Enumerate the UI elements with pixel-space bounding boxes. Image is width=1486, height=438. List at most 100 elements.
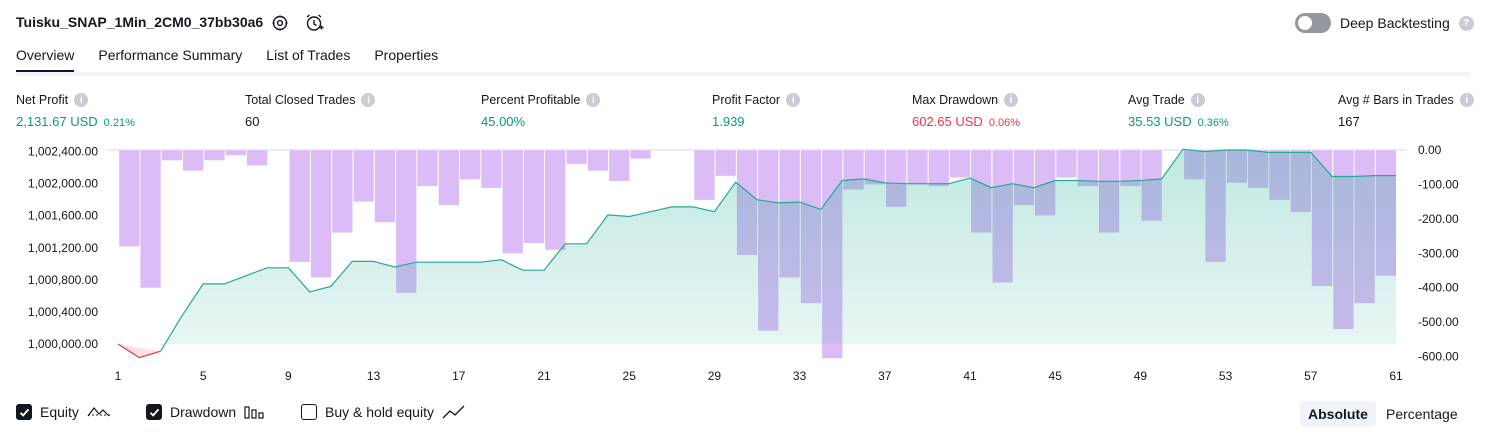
drawdown-bar [949, 150, 971, 178]
drawdown-bar [353, 150, 374, 202]
x-axis-tick: 41 [963, 369, 977, 383]
tab-list-of-trades[interactable]: List of Trades [266, 47, 351, 63]
right-axis-tick: -400.00 [1418, 281, 1459, 295]
metric-max-drawdown: Max Drawdown i 602.65 USD 0.06% [912, 93, 1020, 129]
buy-hold-label: Buy & hold equity [325, 404, 434, 420]
equity-checkbox[interactable] [16, 404, 32, 420]
drawdown-bar [247, 150, 268, 166]
equity-loss-line [117, 343, 161, 359]
x-axis-tick: 33 [793, 369, 807, 383]
drawdown-bar [630, 150, 651, 159]
metric-label: Max Drawdown [912, 93, 999, 107]
right-axis-tick: -200.00 [1418, 212, 1459, 226]
drawdown-bar [566, 150, 587, 164]
legend-buy-hold-equity[interactable]: Buy & hold equity [301, 404, 466, 420]
metric-value: 167 [1338, 114, 1360, 129]
info-icon[interactable]: i [74, 93, 89, 107]
drawdown-bar [204, 150, 225, 161]
x-axis-labels: 1 5 9 13 17 21 25 29 33 37 41 45 49 53 57 61 [115, 369, 1403, 383]
x-axis-tick: 21 [537, 369, 551, 383]
x-axis-tick: 29 [708, 369, 722, 383]
metric-label: Net Profit [16, 93, 69, 107]
legend-equity[interactable]: Equity [16, 404, 111, 420]
x-axis-tick: 49 [1134, 369, 1148, 383]
drawdown-bar [417, 150, 438, 187]
drawdown-bar [609, 150, 630, 181]
metric-percent-profitable: Percent Profitable i 45.00% [481, 93, 601, 129]
drawdown-bar [545, 150, 566, 250]
right-axis-labels: 0.00 -100.00 -200.00 -300.00 -400.00 -500.00 -… [1418, 143, 1459, 364]
equity-label: Equity [40, 404, 79, 420]
legend-drawdown[interactable]: Drawdown [146, 404, 266, 420]
x-axis-tick: 9 [285, 369, 292, 383]
deep-backtesting-label: Deep Backtesting [1340, 15, 1450, 31]
x-axis-tick: 5 [200, 369, 207, 383]
x-axis-tick: 17 [452, 369, 466, 383]
drawdown-bar [140, 150, 161, 288]
info-icon[interactable]: i [1190, 93, 1205, 107]
metric-avg-trade: Avg Trade i 35.53 USD 0.36% [1128, 93, 1229, 129]
help-icon[interactable]: ? [1458, 15, 1474, 31]
metric-pct: 0.21% [103, 117, 135, 129]
metric-label: Avg Trade [1128, 93, 1185, 107]
metric-label: Percent Profitable [481, 93, 581, 107]
metric-value: 602.65 USD [912, 114, 983, 129]
info-icon[interactable]: i [361, 93, 376, 107]
right-axis-tick: -600.00 [1418, 350, 1459, 364]
metric-total-closed-trades: Total Closed Trades i 60 [245, 93, 376, 129]
absolute-button[interactable]: Absolute [1300, 401, 1376, 427]
x-axis-tick: 57 [1304, 369, 1318, 383]
drawdown-bar [715, 150, 736, 176]
drawdown-bar [374, 150, 396, 223]
drawdown-bar [1056, 150, 1077, 178]
x-axis-tick: 45 [1049, 369, 1063, 383]
equity-loss-area [118, 343, 161, 358]
right-axis-tick: 0.00 [1418, 143, 1442, 157]
drawdown-bar [694, 150, 715, 200]
info-icon[interactable]: i [1004, 93, 1019, 107]
info-icon[interactable]: i [786, 93, 801, 107]
metric-label: Avg # Bars in Trades [1338, 93, 1454, 107]
add-alert-clock-icon[interactable] [303, 12, 325, 34]
metric-label: Total Closed Trades [245, 93, 356, 107]
drawdown-bar [587, 150, 609, 171]
drawdown-bar [1120, 150, 1141, 187]
right-axis-tick: -300.00 [1418, 246, 1459, 260]
metric-label: Profit Factor [712, 93, 781, 107]
metric-pct: 0.36% [1197, 117, 1229, 129]
left-axis-tick: 1,001,600.00 [28, 209, 98, 223]
tab-performance-summary[interactable]: Performance Summary [98, 47, 243, 63]
drawdown-checkbox[interactable] [146, 404, 162, 420]
x-axis-tick: 53 [1219, 369, 1233, 383]
metric-pct: 0.06% [988, 117, 1021, 129]
drawdown-bars-icon [244, 406, 264, 419]
buy-hold-checkbox[interactable] [301, 404, 317, 420]
equity-series [117, 148, 1397, 359]
metric-net-profit: Net Profit i 2,131.67 USD 0.21% [16, 93, 135, 129]
settings-gear-icon[interactable] [269, 12, 291, 34]
x-axis-tick: 61 [1389, 369, 1403, 383]
info-icon[interactable]: i [586, 93, 601, 107]
metric-profit-factor: Profit Factor i 1.939 [712, 93, 801, 129]
left-axis-tick: 1,002,000.00 [28, 177, 98, 191]
tab-overview[interactable]: Overview [16, 47, 75, 73]
right-axis-tick: -100.00 [1418, 177, 1459, 191]
tab-divider [16, 72, 1470, 76]
drawdown-label: Drawdown [170, 404, 237, 420]
drawdown-bar [1077, 150, 1098, 187]
left-axis-tick: 1,001,200.00 [28, 241, 98, 255]
info-icon[interactable]: i [1459, 93, 1474, 107]
tab-properties[interactable]: Properties [374, 47, 439, 63]
drawdown-bar [864, 150, 885, 185]
drawdown-bar [481, 150, 502, 188]
left-axis-tick: 1,000,000.00 [28, 337, 98, 351]
percentage-button[interactable]: Percentage [1386, 406, 1458, 422]
buy-hold-line-icon [442, 405, 465, 419]
metric-avg-bars-in-trades: Avg # Bars in Trades i 167 [1338, 93, 1474, 129]
drawdown-bar [183, 150, 204, 171]
equity-line [160, 148, 1396, 352]
equity-drawdown-chart[interactable]: 1,002,400.00 1,002,000.00 1,001,600.00 1,00… [0, 140, 1486, 390]
metric-value: 1.939 [712, 114, 745, 129]
metric-value: 35.53 USD [1128, 114, 1192, 129]
deep-backtesting-toggle[interactable] [1295, 13, 1331, 33]
